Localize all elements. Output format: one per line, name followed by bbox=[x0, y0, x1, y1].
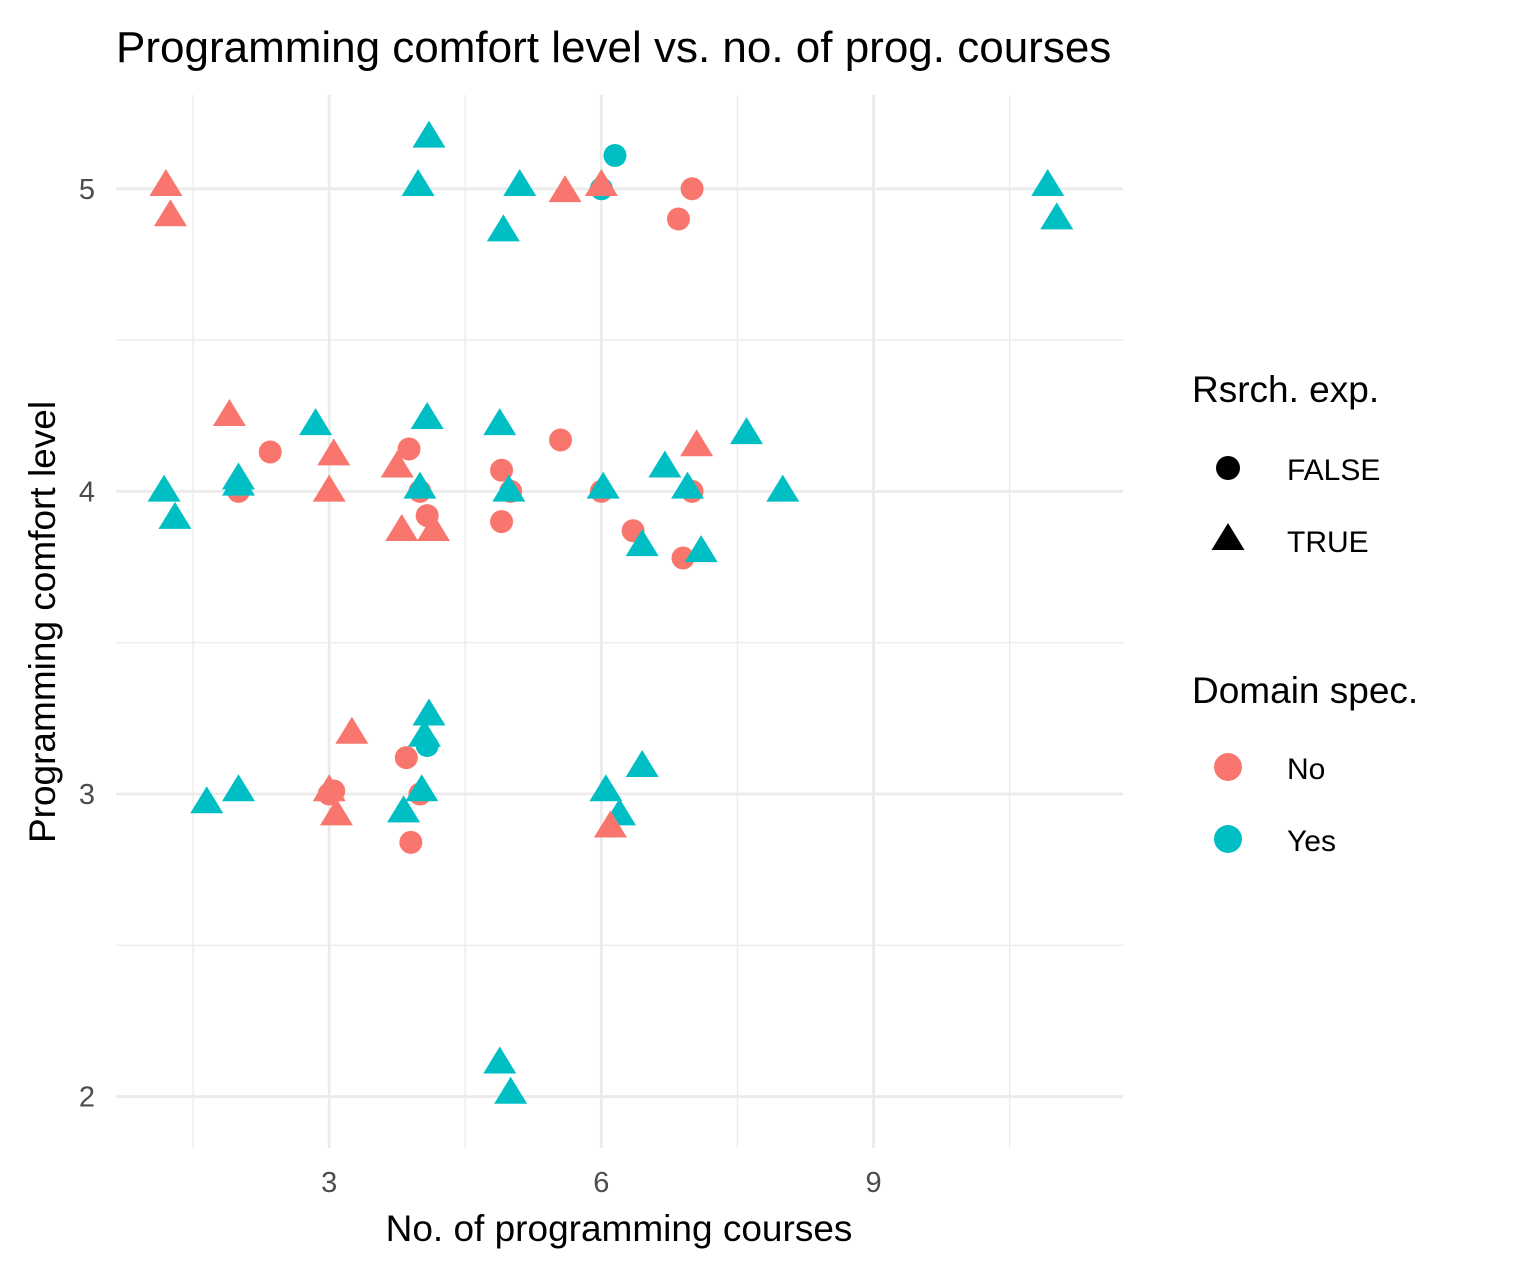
data-point-triangle bbox=[483, 408, 517, 436]
data-point-triangle bbox=[486, 214, 520, 242]
grid bbox=[116, 95, 1123, 1148]
data-point-triangle bbox=[405, 774, 439, 802]
data-point-triangle bbox=[412, 120, 446, 148]
data-point-circle bbox=[399, 830, 423, 854]
chart-title: Programming comfort level vs. no. of pro… bbox=[116, 23, 1111, 72]
data-point-circle bbox=[415, 734, 439, 758]
data-point-triangle bbox=[671, 471, 705, 499]
data-point-triangle bbox=[212, 399, 246, 427]
data-point-circle bbox=[397, 437, 421, 461]
data-point-triangle bbox=[625, 529, 659, 557]
data-point-triangle bbox=[548, 175, 582, 203]
legend-shape: Rsrch. exp. FALSE TRUE bbox=[1192, 369, 1380, 559]
data-point-triangle bbox=[680, 429, 714, 457]
legend-color-title: Domain spec. bbox=[1192, 670, 1418, 711]
data-point-triangle bbox=[221, 462, 255, 490]
data-point-circle bbox=[671, 546, 695, 570]
data-point-triangle bbox=[401, 169, 435, 197]
data-point-triangle bbox=[625, 750, 659, 778]
tick-labels: 3 6 9 2 3 4 5 bbox=[79, 174, 882, 1199]
data-point-triangle bbox=[483, 1046, 517, 1074]
legend-shape-title: Rsrch. exp. bbox=[1192, 369, 1379, 410]
data-point-triangle bbox=[319, 798, 353, 826]
legend-label-true: TRUE bbox=[1287, 526, 1369, 559]
data-point-triangle bbox=[221, 774, 255, 802]
data-point-triangle bbox=[190, 786, 224, 814]
data-point-triangle bbox=[684, 535, 718, 563]
data-point-triangle bbox=[584, 169, 618, 197]
data-point-circle bbox=[680, 177, 704, 201]
legend-label-no: No bbox=[1287, 753, 1325, 786]
data-point-circle bbox=[549, 428, 573, 452]
y-axis-title: Programming comfort level bbox=[22, 401, 63, 843]
legend-circle-icon bbox=[1216, 456, 1240, 480]
data-point-triangle bbox=[380, 450, 414, 478]
data-point-triangle bbox=[648, 450, 682, 478]
data-point-triangle bbox=[312, 474, 346, 502]
data-point-triangle bbox=[589, 774, 623, 802]
data-point-triangle bbox=[149, 169, 183, 197]
data-point-triangle bbox=[153, 199, 187, 227]
data-point-triangle bbox=[312, 774, 346, 802]
data-point-triangle bbox=[412, 698, 446, 726]
data-point-triangle bbox=[494, 1076, 528, 1104]
data-point-triangle bbox=[335, 716, 369, 744]
data-point-circle bbox=[666, 207, 690, 231]
data-point-triangle bbox=[403, 471, 437, 499]
data-point-triangle bbox=[586, 471, 620, 499]
legend-color: Domain spec. No Yes bbox=[1192, 670, 1418, 858]
data-point-triangle bbox=[158, 501, 192, 529]
y-tick-label: 5 bbox=[79, 174, 95, 206]
y-tick-label: 2 bbox=[79, 1082, 95, 1114]
y-tick-label: 4 bbox=[79, 476, 95, 508]
data-point-triangle bbox=[730, 417, 764, 445]
data-point-circle bbox=[603, 144, 627, 168]
x-tick-label: 6 bbox=[593, 1167, 609, 1199]
legend-triangle-icon bbox=[1211, 523, 1245, 550]
data-point-triangle bbox=[387, 795, 421, 823]
data-point-triangle bbox=[1040, 202, 1074, 230]
legend-label-yes: Yes bbox=[1287, 825, 1336, 858]
data-point-circle bbox=[490, 510, 514, 534]
data-point-triangle bbox=[1031, 169, 1065, 197]
data-point-circle bbox=[490, 458, 514, 482]
data-point-triangle bbox=[593, 810, 627, 838]
data-point-triangle bbox=[385, 513, 419, 541]
x-axis-title: No. of programming courses bbox=[386, 1208, 853, 1249]
data-point-triangle bbox=[147, 474, 181, 502]
data-point-triangle bbox=[299, 408, 333, 436]
data-point-triangle bbox=[503, 169, 537, 197]
x-tick-label: 3 bbox=[321, 1167, 337, 1199]
data-point-triangle bbox=[417, 513, 451, 541]
legend-no-swatch bbox=[1214, 753, 1242, 781]
legend-yes-swatch bbox=[1214, 825, 1242, 853]
data-point-triangle bbox=[410, 402, 444, 430]
x-tick-label: 9 bbox=[865, 1167, 881, 1199]
data-point-circle bbox=[394, 746, 418, 770]
data-point-triangle bbox=[492, 474, 526, 502]
legend-label-false: FALSE bbox=[1287, 454, 1380, 487]
data-point-circle bbox=[258, 440, 282, 464]
y-tick-label: 3 bbox=[79, 779, 95, 811]
data-point-triangle bbox=[317, 438, 351, 466]
data-point-triangle bbox=[766, 474, 800, 502]
data-points bbox=[147, 120, 1074, 1104]
